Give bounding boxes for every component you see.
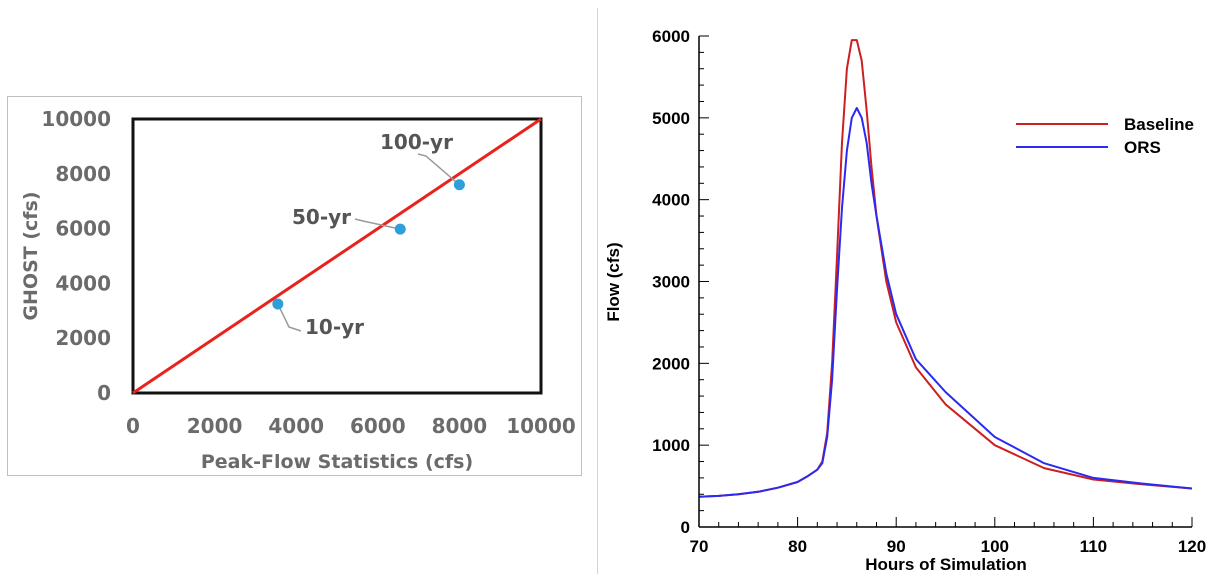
leader-line-10-yr <box>277 303 302 332</box>
x-tick-label: 4000 <box>268 414 324 438</box>
right-x-axis-title: Hours of Simulation <box>865 555 1027 574</box>
x-tick-label: 0 <box>126 414 140 438</box>
panel-divider <box>597 8 598 574</box>
peak-flow-comparison-chart: 0 2000 4000 6000 8000 10000 0 2000 4000 6000 8000… <box>20 107 576 473</box>
legend-ors-label: ORS <box>1124 138 1161 157</box>
data-point-100-yr <box>453 179 465 191</box>
x-tick-label: 80 <box>788 537 807 556</box>
left-x-axis-title: Peak-Flow Statistics (cfs) <box>201 451 473 473</box>
y-tick-label: 0 <box>681 518 690 537</box>
hydrograph-series <box>698 39 1193 498</box>
hydrograph-y-tick-labels: 0 1000 2000 3000 4000 5000 6000 <box>652 27 690 537</box>
y-tick-label: 4000 <box>652 191 690 210</box>
data-points <box>272 179 465 310</box>
point-label-10-yr: 10-yr <box>305 315 364 339</box>
x-tick-label: 100 <box>981 537 1009 556</box>
y-tick-label: 6000 <box>55 217 111 241</box>
hydrograph-x-tick-labels: 70 80 90 100 110 120 <box>690 537 1207 556</box>
data-point-10-yr <box>272 298 284 310</box>
point-label-100-yr: 100-yr <box>380 130 453 154</box>
point-label-50-yr: 50-yr <box>292 205 351 229</box>
y-tick-label: 0 <box>97 381 111 405</box>
x-tick-label: 8000 <box>432 414 488 438</box>
y-tick-label: 2000 <box>652 354 690 373</box>
y-tick-label: 10000 <box>41 107 111 131</box>
y-tick-label: 4000 <box>55 271 111 295</box>
x-tick-label: 70 <box>690 537 709 556</box>
leader-line-100-yr <box>417 153 460 186</box>
y-tick-label: 3000 <box>652 273 690 292</box>
x-tick-label: 120 <box>1178 537 1206 556</box>
data-point-50-yr <box>394 223 406 235</box>
leader-line-50-yr <box>354 218 401 230</box>
x-tick-label: 10000 <box>506 414 576 438</box>
y-tick-label: 8000 <box>55 162 111 186</box>
x-tick-label: 110 <box>1080 537 1107 556</box>
label-leader-lines <box>277 153 460 332</box>
one-to-one-line <box>132 117 542 395</box>
series-line-ors <box>698 107 1193 498</box>
series-line-baseline <box>698 39 1193 498</box>
left-y-axis-title: GHOST (cfs) <box>20 191 42 320</box>
x-tick-label: 90 <box>887 537 906 556</box>
hydrograph-axes <box>698 35 1193 528</box>
y-tick-label: 6000 <box>652 27 690 46</box>
x-tick-label: 2000 <box>187 414 243 438</box>
x-tick-label: 6000 <box>350 414 406 438</box>
y-tick-labels: 0 2000 4000 6000 8000 10000 <box>41 107 111 405</box>
legend: Baseline ORS <box>1016 115 1194 157</box>
left-plot-area <box>131 117 543 395</box>
y-tick-label: 5000 <box>652 109 690 128</box>
right-y-axis-title: Flow (cfs) <box>604 242 623 321</box>
one-to-one-line-group <box>132 117 542 395</box>
y-tick-label: 1000 <box>652 436 690 455</box>
y-tick-label: 2000 <box>55 326 111 350</box>
legend-baseline-label: Baseline <box>1124 115 1194 134</box>
left-chart-frame <box>7 96 582 476</box>
x-tick-labels: 0 2000 4000 6000 8000 10000 <box>126 414 576 438</box>
